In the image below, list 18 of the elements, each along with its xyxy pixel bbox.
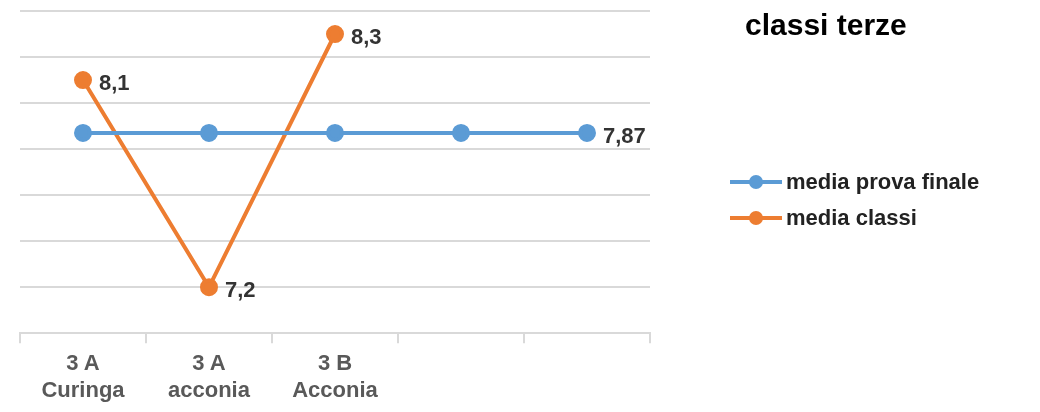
x-tick-label: 3 A Curinga	[41, 350, 126, 402]
point	[326, 123, 344, 142]
data-label: 8,3	[351, 24, 382, 50]
point	[200, 278, 218, 297]
data-label: 7,87	[603, 123, 646, 149]
x-tick-label: 3 B Acconia	[292, 350, 379, 402]
point	[326, 25, 344, 44]
legend-label: media prova finale	[786, 169, 980, 195]
point	[578, 123, 596, 142]
point	[74, 123, 92, 142]
data-label: 8,1	[99, 70, 130, 96]
data-label: 7,2	[225, 277, 256, 303]
legend-label: media classi	[786, 205, 917, 231]
text: classi terze	[745, 8, 907, 42]
point	[74, 71, 92, 90]
x-tick-label: 3 A acconia	[168, 350, 251, 402]
point	[200, 123, 218, 142]
point	[452, 123, 470, 142]
